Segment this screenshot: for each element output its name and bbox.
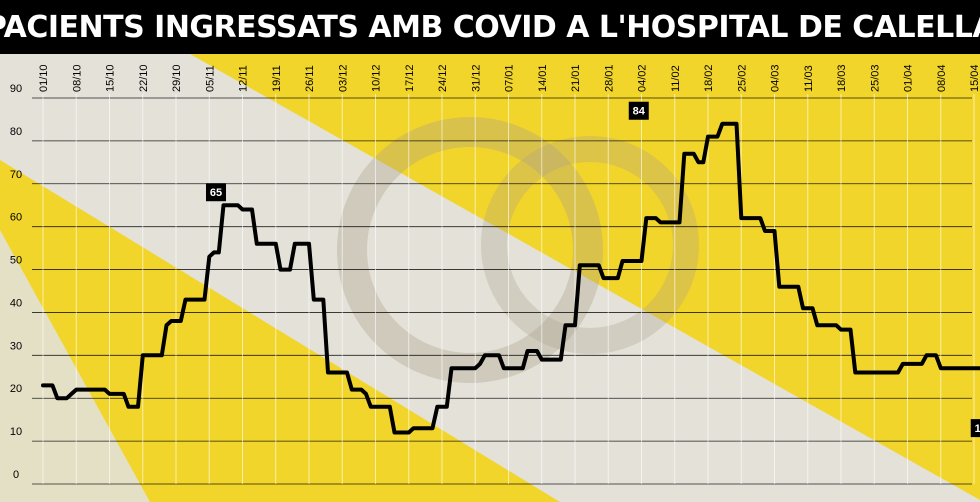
value-label: 84: [633, 106, 646, 118]
x-tick-label: 14/01: [537, 64, 549, 92]
x-tick-label: 08/04: [936, 64, 948, 92]
y-tick-label: 70: [10, 169, 22, 181]
y-tick-label: 20: [10, 383, 22, 395]
x-tick-label: 15/04: [969, 64, 980, 92]
series-line: [41, 121, 980, 435]
x-tick-label: 01/10: [38, 64, 50, 92]
y-tick-label: 50: [10, 255, 22, 267]
x-tick-label: 17/12: [404, 64, 416, 92]
x-tick-label: 26/11: [304, 65, 316, 92]
x-tick-label: 04/02: [637, 64, 649, 92]
x-tick-label: 25/02: [736, 64, 748, 92]
x-axis: 01/10 08/10 15/10 22/10 29/10 05/11 12/11 19/11…: [38, 64, 980, 92]
background-decoration: [0, 54, 980, 502]
y-tick-label: 40: [10, 297, 22, 309]
y-tick-label: 30: [10, 340, 22, 352]
x-tick-label: 18/02: [703, 64, 715, 92]
x-tick-label: 07/01: [504, 64, 516, 92]
value-label-box: [970, 419, 980, 438]
title-bar: PACIENTS INGRESSATS AMB COVID A L'HOSPIT…: [0, 0, 980, 54]
value-label: 10: [975, 423, 980, 435]
value-label: 65: [210, 187, 222, 199]
y-tick-label: 90: [10, 83, 22, 95]
x-tick-label: 29/10: [171, 64, 183, 92]
annotations: 65 84 10: [206, 101, 980, 438]
x-tick-label: 12/11: [238, 65, 250, 92]
value-label-box: [628, 101, 649, 120]
x-tick-label: 28/01: [603, 64, 615, 92]
x-tick-label: 22/10: [138, 64, 150, 92]
background-stripe: [0, 230, 150, 502]
x-tick-label: 25/03: [869, 64, 881, 92]
background-ring: [481, 136, 699, 354]
x-tick-label: 11/03: [803, 65, 815, 92]
y-tick-label: 60: [10, 212, 22, 224]
x-tick-label: 01/04: [903, 64, 915, 92]
grid: [32, 94, 975, 485]
value-label-box: [206, 183, 226, 202]
y-tick-label: 80: [10, 126, 22, 138]
x-tick-label: 05/11: [204, 65, 216, 92]
x-tick-label: 19/11: [271, 65, 283, 92]
x-tick-label: 04/03: [770, 64, 782, 92]
series: [41, 121, 980, 435]
x-tick-label: 15/10: [105, 64, 117, 92]
x-tick-label: 21/01: [570, 64, 582, 92]
x-tick-label: 18/03: [836, 64, 848, 92]
x-tick-label: 10/12: [371, 64, 383, 92]
x-tick-label: 08/10: [71, 64, 83, 92]
x-tick-label: 24/12: [437, 64, 449, 92]
x-tick-label: 31/12: [470, 64, 482, 92]
x-tick-label: 03/12: [337, 64, 349, 92]
y-tick-label: 10: [10, 426, 22, 438]
background-stripe: [0, 54, 980, 502]
x-tick-label: 11/02: [670, 65, 682, 92]
y-tick-label: 0: [13, 469, 19, 481]
y-axis: 0 10 20 30 40 50 60 70 80 90: [10, 83, 22, 481]
chart-title: PACIENTS INGRESSATS AMB COVID A L'HOSPIT…: [0, 9, 980, 45]
